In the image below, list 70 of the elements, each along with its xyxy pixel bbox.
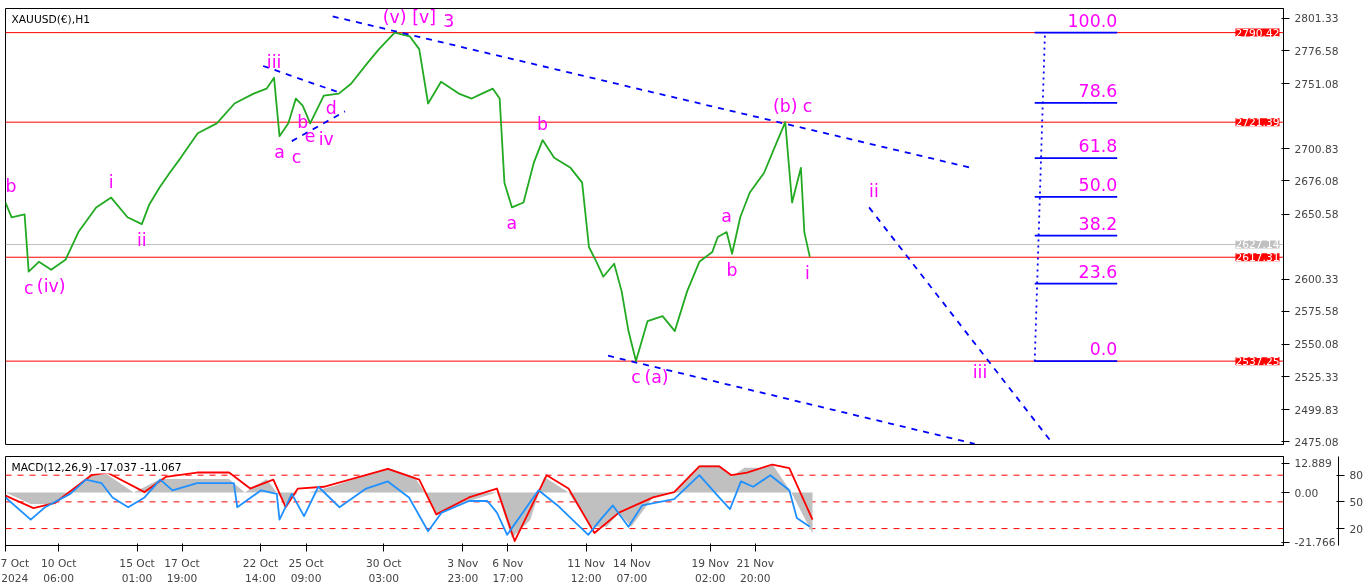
y-tick-label: 2600.33 xyxy=(1294,273,1339,287)
line-series xyxy=(5,474,811,536)
chart-title: MACD(12,26,9) -17.037 -11.067 xyxy=(11,460,182,474)
ref-line-label: 2790.42 xyxy=(1235,26,1280,40)
y-tick-label: 2751.08 xyxy=(1294,77,1339,91)
annotation: (v) xyxy=(382,6,407,27)
annotation: a xyxy=(274,142,285,163)
annotation: [v] xyxy=(412,6,436,27)
y-tick-label: -21.766 xyxy=(1294,536,1336,550)
x-tick-label: 22 Oct 14:00 xyxy=(242,556,279,586)
ref-line-label: 2617.31 xyxy=(1235,251,1280,265)
annotation: 3 xyxy=(443,10,455,31)
annotation: b xyxy=(5,176,17,197)
y2-tick-label: 80 xyxy=(1349,469,1364,483)
y-tick-label: 2776.58 xyxy=(1294,44,1339,58)
x-tick-label: 7 Oct 2024 xyxy=(0,556,30,586)
annotation: c xyxy=(291,147,302,168)
annotation: 100.0 xyxy=(1067,10,1118,31)
y-tick-label: 2650.58 xyxy=(1294,208,1339,222)
y2-tick-label: 20 xyxy=(1349,522,1364,536)
annotation: a xyxy=(721,206,732,227)
y-tick-label: 2550.08 xyxy=(1294,338,1339,352)
x-tick-label: 10 Oct 06:00 xyxy=(40,556,77,586)
annotation: (b) xyxy=(772,96,798,117)
annotation: i xyxy=(804,262,810,283)
annotation: 50.0 xyxy=(1078,174,1118,195)
annotation: d xyxy=(325,97,337,118)
y2-tick-label: 50 xyxy=(1349,495,1364,509)
x-tick-label: 19 Nov 02:00 xyxy=(691,556,730,586)
y-tick-label: 2475.08 xyxy=(1294,435,1339,449)
annotation: iii xyxy=(266,51,282,72)
y-tick-label: 2801.33 xyxy=(1294,12,1339,26)
chart-title: XAUUSD(€),H1 xyxy=(11,12,90,26)
y-tick-label: 2499.83 xyxy=(1294,403,1339,417)
ref-line-label: 2721.39 xyxy=(1235,116,1280,130)
annotation: iii xyxy=(972,362,988,383)
y-tick-label: 2700.83 xyxy=(1294,142,1339,156)
annotation: (a) xyxy=(644,367,669,388)
x-tick-label: 17 Oct 19:00 xyxy=(164,556,200,586)
annotation: 78.6 xyxy=(1078,80,1118,101)
annotation: iv xyxy=(318,129,334,150)
x-tick-label: 6 Nov 17:00 xyxy=(492,556,524,586)
y-tick-label: 2575.58 xyxy=(1294,305,1339,319)
x-tick-label: 14 Nov 07:00 xyxy=(613,556,651,586)
y-tick-label: 2525.33 xyxy=(1294,370,1339,384)
annotation: (iv) xyxy=(36,275,66,296)
annotation: a xyxy=(506,213,518,234)
annotation: c xyxy=(23,277,34,298)
annotation: 23.6 xyxy=(1078,261,1118,282)
x-tick-label: 25 Oct 09:00 xyxy=(288,556,324,586)
annotation: c xyxy=(802,96,813,117)
x-tick-label: 3 Nov 23:00 xyxy=(447,556,479,586)
annotation: b xyxy=(726,259,738,280)
x-tick-label: 30 Oct 03:00 xyxy=(366,556,402,586)
annotation: i xyxy=(108,171,114,192)
annotation: ii xyxy=(869,181,879,202)
annotation: c xyxy=(631,367,641,388)
annotation: 0.0 xyxy=(1089,339,1118,360)
line-series xyxy=(5,31,811,362)
ref-line-label: 2627.14 xyxy=(1235,238,1280,252)
annotation: ii xyxy=(137,230,147,251)
x-tick-label: 21 Nov 20:00 xyxy=(736,556,775,586)
x-tick-label: 15 Oct 01:00 xyxy=(119,556,155,586)
x-tick-label: 11 Nov 12:00 xyxy=(567,556,606,586)
annotation: 61.8 xyxy=(1078,136,1118,157)
y-tick-label: 0.00 xyxy=(1294,486,1319,500)
y-tick-label: 12.889 xyxy=(1294,457,1333,471)
y-tick-label: 2676.08 xyxy=(1294,174,1339,188)
annotation: 38.2 xyxy=(1078,213,1118,234)
ref-line-label: 2537.25 xyxy=(1235,355,1280,369)
